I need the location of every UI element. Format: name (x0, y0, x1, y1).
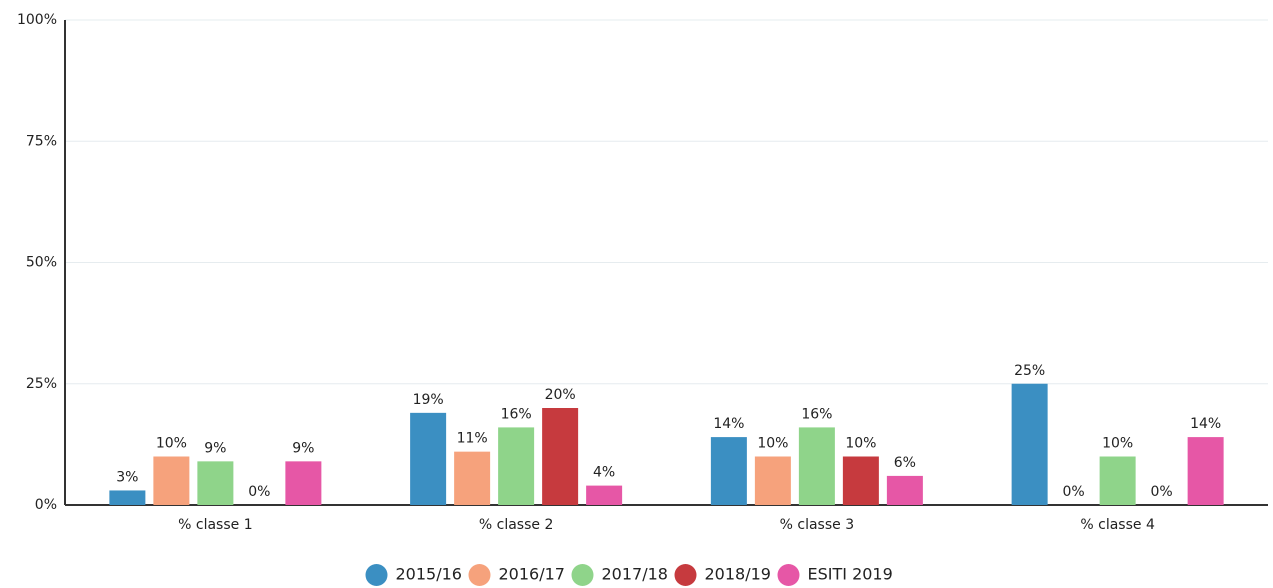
legend-label: ESITI 2019 (808, 565, 893, 584)
bar (798, 427, 835, 505)
data-label: 19% (413, 392, 444, 408)
legend-swatch (365, 564, 388, 586)
data-label: 4% (593, 465, 615, 481)
data-label: 3% (116, 469, 138, 485)
legend-swatch (571, 564, 594, 586)
data-label: 10% (757, 436, 788, 452)
data-label: 20% (545, 387, 576, 403)
bar (109, 490, 146, 505)
bar (886, 475, 923, 505)
data-label: 14% (1190, 416, 1221, 432)
legend-swatch (674, 564, 697, 586)
bar (586, 485, 623, 505)
bar (754, 456, 791, 505)
data-label: 16% (501, 406, 532, 422)
data-label: 0% (1151, 484, 1173, 500)
legend-swatch (777, 564, 800, 586)
bar (285, 461, 322, 505)
data-label: 9% (204, 440, 226, 456)
bar (710, 437, 747, 505)
x-tick-label: % classe 2 (479, 517, 553, 533)
legend-label: 2017/18 (602, 565, 668, 584)
bar (410, 412, 447, 505)
data-label: 10% (156, 436, 187, 452)
bar (197, 461, 234, 505)
bar (454, 451, 491, 505)
data-label: 10% (845, 436, 876, 452)
x-tick-label: % classe 1 (178, 517, 252, 533)
y-tick-label: 50% (26, 255, 57, 271)
data-label: 0% (248, 484, 270, 500)
data-label: 14% (713, 416, 744, 432)
data-label: 0% (1063, 484, 1085, 500)
x-tick-label: % classe 4 (1080, 517, 1155, 533)
bar (1011, 383, 1048, 505)
data-label: 16% (801, 406, 832, 422)
data-label: 10% (1102, 436, 1133, 452)
legend-label: 2018/19 (705, 565, 771, 584)
bar (842, 456, 879, 505)
data-label: 11% (457, 431, 488, 447)
legend-label: 2015/16 (396, 565, 462, 584)
bar (1099, 456, 1136, 505)
bar (542, 408, 579, 505)
y-tick-label: 25% (26, 376, 57, 392)
y-tick-label: 0% (35, 497, 57, 513)
x-tick-label: % classe 3 (780, 517, 854, 533)
bar (1187, 437, 1224, 505)
y-tick-label: 100% (17, 12, 57, 28)
bar (498, 427, 535, 505)
bar (153, 456, 190, 505)
legend-swatch (468, 564, 491, 586)
data-label: 9% (292, 440, 314, 456)
data-label: 6% (894, 455, 916, 471)
data-label: 25% (1014, 363, 1045, 379)
legend-label: 2016/17 (499, 565, 565, 584)
y-tick-label: 75% (26, 133, 57, 149)
